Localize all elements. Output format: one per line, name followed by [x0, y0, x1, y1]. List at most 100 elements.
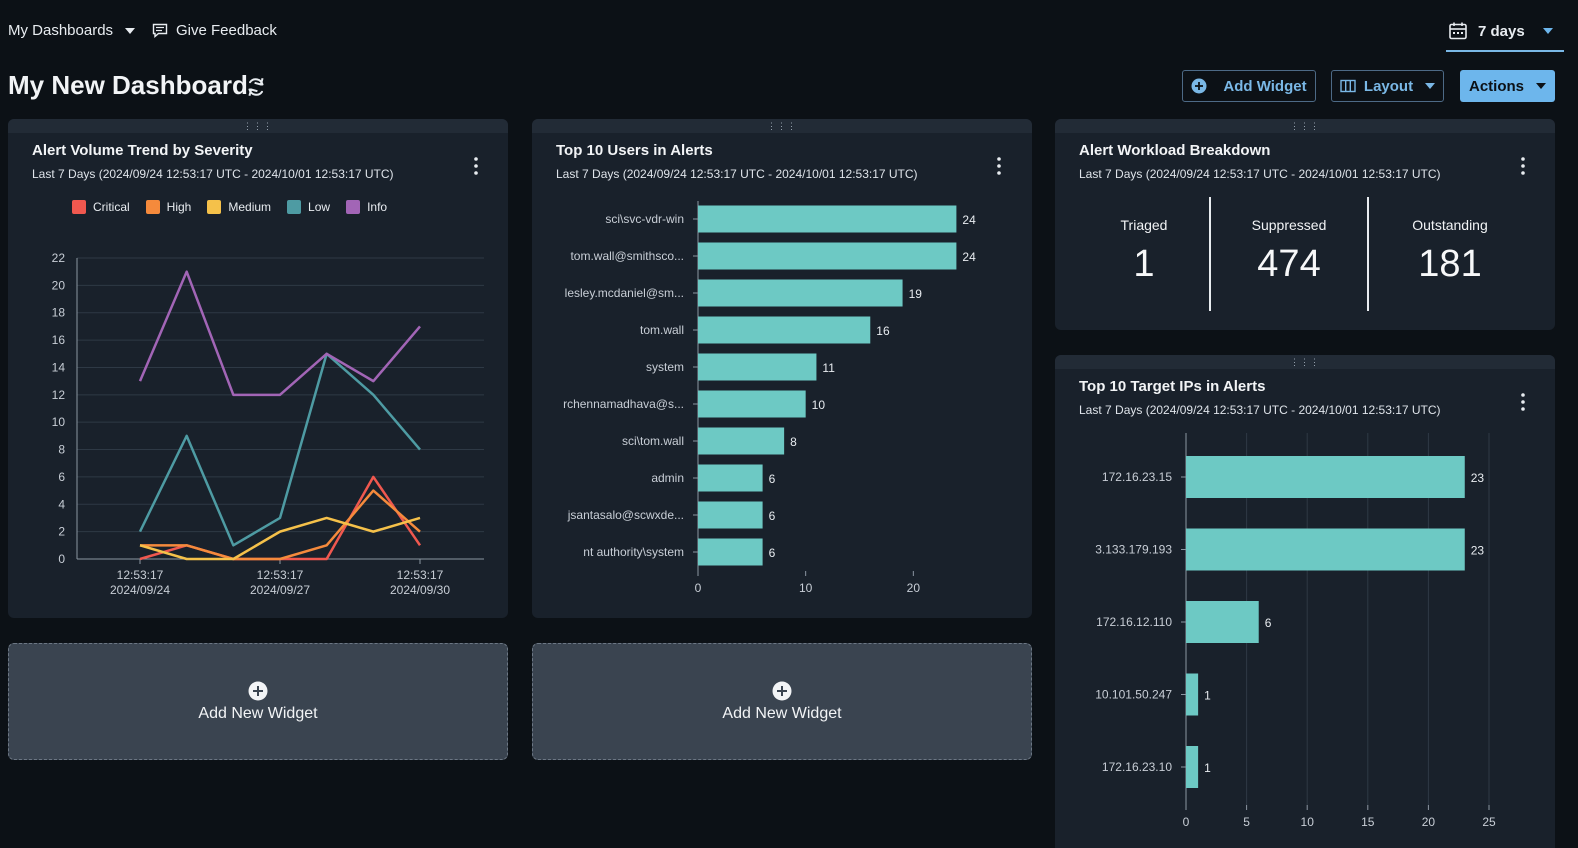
actions-label: Actions — [1468, 77, 1524, 95]
refresh-icon[interactable] — [244, 75, 268, 99]
widget-title: Top 10 Target IPs in Alerts — [1079, 378, 1266, 395]
bar-value-label: 11 — [822, 361, 835, 375]
category-label: lesley.mcdaniel@sm... — [565, 286, 684, 300]
columns-icon — [1340, 79, 1356, 93]
actions-button[interactable]: Actions — [1460, 70, 1555, 102]
stat-triaged: Triaged 1 — [1080, 217, 1208, 286]
y-tick-label: 8 — [58, 443, 65, 457]
legend-label: Critical — [93, 200, 130, 214]
my-dashboards-dropdown[interactable]: My Dashboards — [8, 22, 136, 39]
legend-swatch — [207, 200, 222, 214]
y-tick-label: 2 — [58, 525, 65, 539]
bar-value-label: 1 — [1204, 761, 1211, 775]
x-tick-label: 2024/09/30 — [390, 583, 450, 597]
stat-value: 474 — [1257, 243, 1321, 285]
date-range-picker[interactable]: 7 days — [1446, 12, 1564, 52]
bar — [1186, 746, 1199, 788]
stat-label: Triaged — [1120, 217, 1168, 233]
y-tick-label: 18 — [52, 306, 66, 320]
widget-subtitle: Last 7 Days (2024/09/24 12:53:17 UTC - 2… — [32, 167, 394, 181]
stat-label: Suppressed — [1251, 217, 1327, 233]
layout-label: Layout — [1363, 77, 1414, 95]
category-label: nt authority\system — [583, 545, 684, 559]
top-users-bar-chart: sci\svc-vdr-win 24 tom.wall@smithsco... 24 l… — [563, 201, 976, 595]
top-ips-bar-chart: 172.16.23.15 23 3.133.179.193 23 172.16.12.1… — [1095, 433, 1496, 829]
widget-subtitle: Last 7 Days (2024/09/24 12:53:17 UTC - 2… — [1079, 167, 1441, 181]
series-line-high — [140, 489, 421, 561]
y-tick-label: 4 — [58, 497, 65, 511]
bar — [698, 427, 785, 455]
y-tick-label: 10 — [52, 415, 66, 429]
x-tick-label: 5 — [1243, 815, 1250, 829]
series-line-info — [138, 270, 421, 397]
category-label: tom.wall@smithsco... — [570, 249, 684, 263]
add-new-widget-slot[interactable]: Add New Widget — [8, 643, 508, 760]
feedback-icon — [152, 23, 168, 38]
legend-item-high[interactable]: High — [145, 200, 191, 214]
category-label: jsantasalo@scwxde... — [567, 508, 684, 522]
add-new-widget-slot[interactable]: Add New Widget — [532, 643, 1032, 760]
bar — [698, 242, 957, 270]
give-feedback-link[interactable]: Give Feedback — [152, 22, 277, 39]
legend-item-critical[interactable]: Critical — [72, 200, 130, 214]
series-line-medium — [139, 516, 421, 561]
bar-value-label: 23 — [1471, 471, 1485, 485]
bar — [698, 538, 763, 566]
add-widget-button[interactable]: Add Widget — [1182, 70, 1316, 102]
page-title: My New Dashboard — [8, 70, 248, 100]
more-options-icon[interactable] — [1513, 392, 1533, 412]
category-label: 3.133.179.193 — [1095, 543, 1172, 557]
bar-value-label: 6 — [769, 546, 776, 560]
stat-outstanding: Outstanding 181 — [1380, 217, 1520, 286]
category-label: 172.16.23.10 — [1102, 760, 1172, 774]
drag-handle[interactable]: ⋮⋮⋮ — [1055, 355, 1555, 369]
more-options-icon[interactable] — [1513, 156, 1533, 176]
chevron-down-icon — [1425, 83, 1436, 89]
x-tick-label: 0 — [695, 581, 702, 595]
bar-value-label: 1 — [1204, 689, 1211, 703]
widget-title: Alert Volume Trend by Severity — [32, 142, 253, 159]
bar — [698, 316, 871, 344]
bar — [698, 464, 763, 492]
add-widget-label: Add Widget — [1223, 77, 1307, 95]
legend-item-low[interactable]: Low — [287, 200, 330, 214]
chevron-down-icon — [125, 27, 136, 34]
drag-handle[interactable]: ⋮⋮⋮ — [532, 119, 1032, 133]
x-tick-label: 0 — [1183, 815, 1190, 829]
bar — [1186, 456, 1465, 498]
chart-legend: Critical High Medium Low Info — [72, 200, 387, 214]
top-bar: My Dashboards Give Feedback 7 days — [0, 0, 1578, 62]
widget-subtitle: Last 7 Days (2024/09/24 12:53:17 UTC - 2… — [556, 167, 918, 181]
layout-button[interactable]: Layout — [1331, 70, 1444, 102]
legend-item-info[interactable]: Info — [346, 200, 387, 214]
drag-handle[interactable]: ⋮⋮⋮ — [8, 119, 508, 133]
chevron-down-icon — [1542, 28, 1553, 34]
more-options-icon[interactable] — [466, 156, 486, 176]
x-tick-label: 12:53:17 — [257, 568, 304, 582]
alert-volume-widget: ⋮⋮⋮ Alert Volume Trend by Severity Last … — [8, 119, 508, 618]
drag-handle[interactable]: ⋮⋮⋮ — [1055, 119, 1555, 133]
legend-swatch — [72, 200, 86, 214]
more-options-icon[interactable] — [989, 156, 1009, 176]
y-tick-label: 22 — [52, 251, 66, 265]
legend-item-medium[interactable]: Medium — [207, 200, 271, 214]
chevron-down-icon — [1536, 83, 1546, 89]
stat-divider — [1209, 197, 1211, 311]
add-new-widget-label: Add New Widget — [722, 704, 842, 722]
bar-value-label: 6 — [1265, 616, 1272, 630]
widget-subtitle: Last 7 Days (2024/09/24 12:53:17 UTC - 2… — [1079, 403, 1441, 417]
widget-title: Top 10 Users in Alerts — [556, 142, 713, 159]
bar-value-label: 16 — [876, 324, 890, 338]
add-new-widget-label: Add New Widget — [198, 704, 318, 722]
stat-suppressed: Suppressed 474 — [1220, 217, 1358, 286]
y-tick-label: 0 — [58, 552, 65, 566]
stat-divider — [1367, 197, 1369, 311]
drag-handle-icon: ⋮⋮⋮ — [767, 121, 797, 131]
bar-value-label: 6 — [769, 472, 776, 486]
x-tick-label: 12:53:17 — [397, 568, 444, 582]
x-tick-label: 15 — [1361, 815, 1375, 829]
plus-circle-icon — [1191, 78, 1207, 94]
x-tick-label: 10 — [1301, 815, 1315, 829]
category-label: admin — [651, 471, 684, 485]
category-label: tom.wall — [640, 323, 684, 337]
